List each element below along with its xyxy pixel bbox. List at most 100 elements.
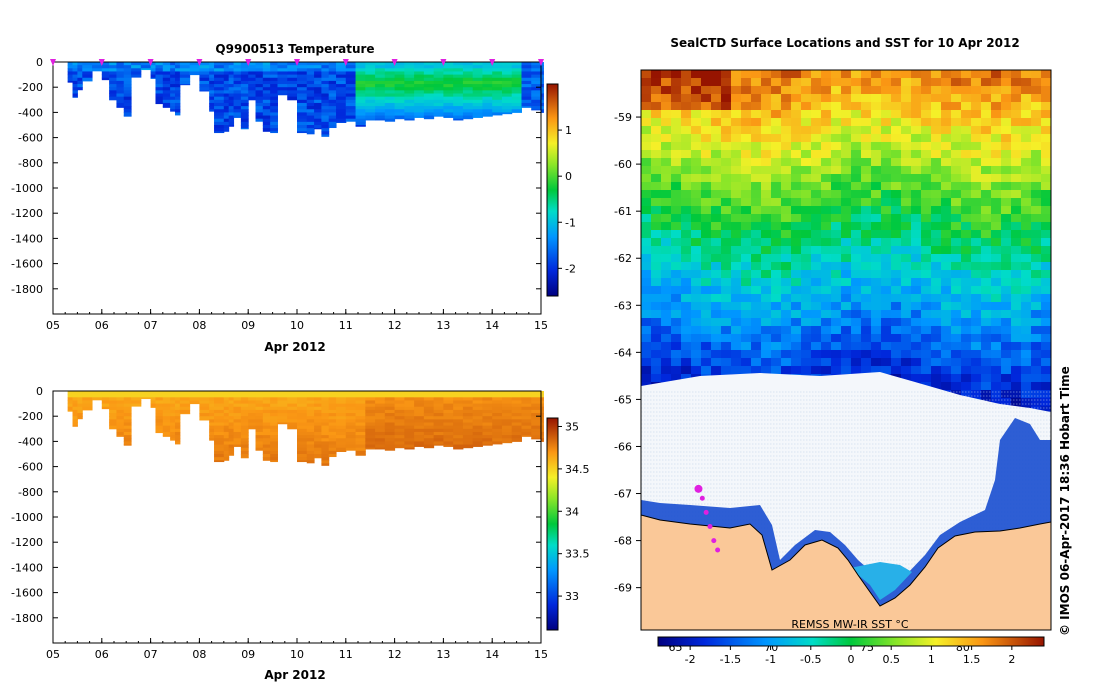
salinity-cell xyxy=(511,413,522,417)
salinity-cell xyxy=(453,413,464,417)
sst-cell xyxy=(641,238,652,247)
salinity-cell xyxy=(287,419,298,423)
sst-cell xyxy=(861,334,872,343)
sst-cell xyxy=(681,358,692,367)
sst-cell xyxy=(861,158,872,167)
salinity-cell xyxy=(170,435,176,439)
sst-cell xyxy=(961,134,972,143)
temperature-cell xyxy=(306,65,315,69)
salinity-cell xyxy=(472,397,483,401)
temperature-cell xyxy=(521,96,532,101)
sst-cell xyxy=(711,86,722,95)
sst-cell xyxy=(941,342,952,351)
sst-cell xyxy=(701,238,712,247)
sst-cell xyxy=(851,126,862,135)
salinity-cell xyxy=(328,422,337,427)
temperature-cell xyxy=(321,102,330,107)
salinity-cell xyxy=(175,431,181,436)
sst-cell xyxy=(1001,150,1012,159)
temperature-cell xyxy=(306,121,315,126)
sst-cell xyxy=(871,190,882,199)
sst-cell xyxy=(981,318,992,327)
temperature-cell xyxy=(355,115,366,120)
salinity-cell xyxy=(297,460,308,463)
temperature-cell xyxy=(109,65,117,69)
temperature-cell xyxy=(170,87,176,91)
sst-cell xyxy=(651,374,662,383)
temperature-cell xyxy=(355,125,366,127)
sst-cell xyxy=(931,318,942,327)
salinity-cell xyxy=(199,413,210,417)
salinity-cell xyxy=(492,413,503,417)
salinity-cell xyxy=(162,400,171,405)
salinity-cell xyxy=(492,425,503,430)
temperature-cell xyxy=(214,115,225,120)
temperature-cell xyxy=(240,99,249,104)
temperature-cell xyxy=(297,128,308,132)
salinity-cell xyxy=(472,441,483,446)
temperature-cell xyxy=(233,71,242,76)
temperature-cell xyxy=(336,93,347,98)
sst-cell xyxy=(1041,118,1051,127)
temperature-cell xyxy=(336,99,347,104)
salinity-cell xyxy=(511,394,522,398)
temperature-cell xyxy=(297,96,308,101)
temperature-cell xyxy=(345,80,357,85)
sst-cell xyxy=(841,206,852,215)
sst-cell xyxy=(671,94,682,103)
salinity-cell xyxy=(521,394,532,398)
sst-cell xyxy=(911,78,922,87)
sst-cell xyxy=(841,190,852,199)
salinity-cell xyxy=(375,435,386,439)
temperature-cell xyxy=(170,93,176,98)
sst-cell xyxy=(981,78,992,87)
sst-cell xyxy=(821,254,832,263)
sst-cell xyxy=(781,230,792,239)
temperature-cell xyxy=(321,90,330,94)
salinity-cell xyxy=(462,400,474,405)
salinity-cell xyxy=(521,391,532,395)
sst-cell xyxy=(911,166,922,175)
sst-cell xyxy=(661,222,672,231)
salinity-cell xyxy=(270,403,278,408)
sst-cell xyxy=(931,254,942,263)
salinity-cell xyxy=(123,406,132,411)
sst-cell xyxy=(661,230,672,239)
salinity-cell xyxy=(155,413,164,417)
salinity-cell xyxy=(414,422,425,427)
salinity-cell xyxy=(321,400,330,405)
temperature-cell xyxy=(453,115,464,120)
sst-cell xyxy=(1031,70,1042,79)
sst-cell xyxy=(671,318,682,327)
sst-cell xyxy=(741,254,752,263)
sst-cell xyxy=(741,118,752,127)
salinity-cell xyxy=(116,428,125,433)
temperature-cell xyxy=(116,96,125,101)
salinity-cell xyxy=(77,397,83,401)
sst-cell xyxy=(671,182,682,191)
temperature-cell xyxy=(531,90,542,94)
sst-cell xyxy=(661,150,672,159)
sst-cell xyxy=(661,174,672,183)
sst-cell xyxy=(1031,166,1042,175)
salinity-cell xyxy=(262,425,271,430)
temperature-cell xyxy=(328,84,337,88)
salinity-cell xyxy=(233,441,242,446)
sst-cell xyxy=(691,198,702,207)
sst-cell xyxy=(761,230,772,239)
sst-cell xyxy=(1011,190,1022,199)
salinity-cell xyxy=(72,394,78,398)
salinity-cell xyxy=(228,444,235,449)
temperature-cell xyxy=(355,84,366,88)
salinity-x-label: Apr 2012 xyxy=(264,668,325,682)
sst-cell xyxy=(991,302,1002,311)
sst-cell xyxy=(771,254,782,263)
sst-cell xyxy=(971,206,982,215)
sst-cell xyxy=(641,326,652,335)
salinity-cell xyxy=(155,400,164,405)
salinity-cell xyxy=(248,394,257,398)
temperature-cell xyxy=(77,87,83,91)
salinity-cell xyxy=(414,441,425,446)
sst-cell xyxy=(931,334,942,343)
sst-cell xyxy=(811,182,822,191)
